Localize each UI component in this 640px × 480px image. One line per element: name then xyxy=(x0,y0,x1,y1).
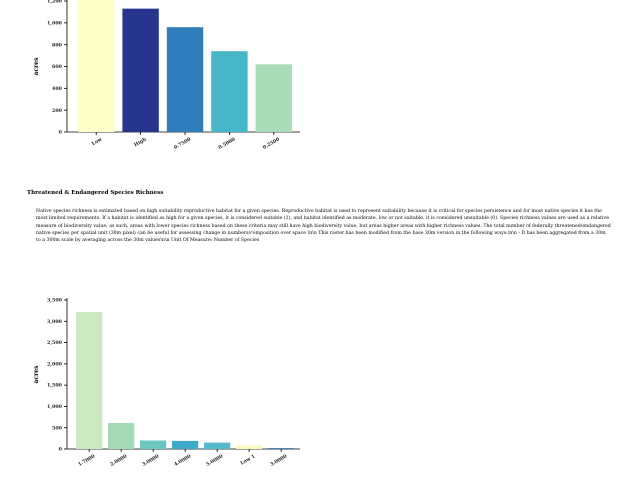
chart-1: 0 200 400 600 800 1,000 1,200 acres Low High 0.750… xyxy=(0,0,640,160)
bar xyxy=(108,423,135,449)
x-tick-label: 1.7000 xyxy=(77,453,96,468)
section-description: Native species richness is estimated bas… xyxy=(36,209,611,244)
y-tick-label: 1,200 xyxy=(47,0,63,5)
y-tick-label: 200 xyxy=(52,108,63,114)
chart-1-svg: 0 200 400 600 800 1,000 1,200 acres Low High 0.750… xyxy=(33,0,300,151)
bar xyxy=(204,442,231,449)
y-tick-label: 800 xyxy=(52,42,63,48)
x-tick-label: 0.2500 xyxy=(262,136,281,151)
chart-2-svg: 0 500 1,000 1,500 2,000 2,500 3,000 3,500 acres 1… xyxy=(33,298,300,468)
bar xyxy=(211,51,248,132)
x-tick-label: Low xyxy=(91,136,104,147)
x-tick-label: 2.0000 xyxy=(109,453,128,468)
y-tick-label: 1,500 xyxy=(47,383,63,389)
y-tick-label: 400 xyxy=(52,86,63,92)
y-tick-label: 0 xyxy=(59,130,63,136)
bar xyxy=(78,0,115,132)
y-tick-label: 2,500 xyxy=(47,340,63,346)
section-title: Threatened & Endangered Species Richness xyxy=(27,190,164,196)
y-tick-label: 600 xyxy=(52,64,63,70)
y-tick-label: 1,000 xyxy=(47,404,63,410)
y-tick-label: 500 xyxy=(52,425,63,431)
bar xyxy=(76,311,103,449)
bar xyxy=(268,448,295,449)
x-tick-label: 0.7500 xyxy=(173,136,192,151)
bar xyxy=(255,64,293,132)
y-tick-label: 2,000 xyxy=(47,361,63,367)
chart-2: 0 500 1,000 1,500 2,000 2,500 3,000 3,500 acres 1… xyxy=(0,265,640,480)
bar xyxy=(236,445,263,449)
y-tick-label: 1,000 xyxy=(47,20,63,26)
x-tick-label: 0.5000 xyxy=(218,136,237,151)
y-axis-label: acres xyxy=(33,57,40,76)
bar xyxy=(172,440,199,449)
x-tick-label: Low 1 xyxy=(240,454,257,467)
y-tick-label: 0 xyxy=(59,447,63,453)
x-tick-label: 5.0000 xyxy=(205,453,224,468)
x-tick-label: 3.0000 xyxy=(141,453,160,468)
x-tick-label: 4.0000 xyxy=(173,453,192,468)
x-tick-label: 3.0000 xyxy=(269,453,288,468)
bar xyxy=(140,440,167,449)
x-tick-label: High xyxy=(133,136,148,148)
bar xyxy=(166,27,204,133)
y-tick-label: 3,500 xyxy=(47,298,63,304)
y-tick-label: 3,000 xyxy=(47,319,63,325)
bar xyxy=(122,8,159,133)
y-axis-label: acres xyxy=(33,365,40,384)
